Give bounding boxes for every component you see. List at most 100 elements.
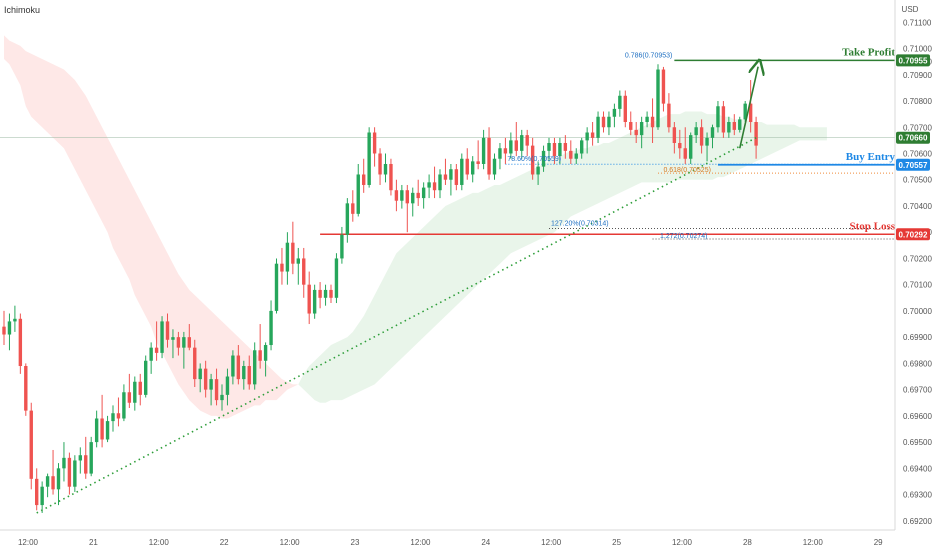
candle: [198, 363, 202, 393]
candle-body: [503, 148, 508, 154]
candle: [552, 137, 557, 164]
candle-body: [438, 174, 442, 191]
candle: [318, 282, 322, 309]
candle: [612, 103, 617, 128]
candle-body: [302, 258, 306, 285]
x-tick-label: 29: [874, 538, 883, 547]
candle: [40, 481, 44, 513]
candle: [307, 271, 311, 325]
candle: [127, 373, 132, 408]
candle: [629, 111, 633, 136]
candle-body: [509, 140, 513, 154]
candle-body: [383, 163, 388, 175]
take-profit-tag-text: 0.70955: [899, 56, 928, 65]
y-tick-label: 0.69500: [903, 438, 932, 447]
candle-body: [329, 289, 333, 298]
candle-body: [465, 158, 469, 175]
candle-body: [552, 142, 557, 157]
take-profit-tag: 0.70955: [896, 54, 930, 67]
candle: [672, 122, 677, 154]
candle-body: [596, 116, 600, 138]
candle: [460, 153, 464, 191]
x-tick-label: 12:00: [541, 538, 562, 547]
candle-body: [56, 468, 61, 490]
candle-body: [171, 337, 175, 340]
candle: [285, 232, 290, 285]
candle-body: [716, 106, 720, 128]
candle-body: [40, 486, 44, 506]
candle: [165, 313, 170, 348]
current-price-tag: 0.70660: [896, 131, 930, 144]
fib-786b-label: 78.60%(0.70559): [507, 156, 561, 163]
candle-body: [242, 366, 246, 380]
candle-body: [601, 116, 606, 128]
candle: [323, 284, 328, 306]
y-tick-label: 0.69700: [903, 386, 932, 395]
candle: [661, 66, 666, 112]
candle-body: [214, 379, 219, 401]
candle-body: [323, 289, 328, 298]
candle-body: [530, 145, 535, 175]
candle-body: [569, 150, 573, 159]
candle-body: [689, 135, 693, 159]
candle-body: [618, 95, 622, 109]
candle-body: [231, 355, 235, 377]
candle: [421, 182, 426, 209]
candle: [449, 163, 453, 196]
candle: [639, 116, 644, 149]
candle-body: [432, 182, 437, 191]
candle: [24, 363, 28, 416]
candle: [471, 156, 475, 183]
candle: [362, 158, 366, 193]
candle-body: [84, 455, 88, 474]
candle: [427, 174, 431, 199]
candle: [149, 342, 153, 374]
candle: [400, 184, 404, 209]
overlay: Take Profit Buy Entry Stop Loss 0.786(0.709…: [36, 46, 896, 514]
candle-body: [258, 350, 262, 361]
candle: [683, 127, 687, 164]
candle: [367, 127, 371, 188]
candle-body: [291, 242, 295, 264]
candle-body: [116, 413, 121, 419]
candle: [133, 376, 137, 411]
candle: [389, 158, 393, 196]
candle-body: [198, 368, 202, 380]
candle-body: [427, 182, 431, 188]
x-tick-label: 12:00: [803, 538, 824, 547]
candle-body: [378, 153, 382, 175]
horizontal-lines: [0, 59, 895, 240]
candle: [247, 355, 251, 390]
x-tick-label: 22: [220, 538, 229, 547]
candle: [465, 148, 469, 180]
candle-body: [35, 478, 39, 506]
candle-body: [247, 366, 251, 385]
fib-786-label: 0.786(0.70953): [625, 52, 672, 59]
candle: [171, 329, 175, 359]
candle: [596, 111, 600, 143]
candle: [547, 137, 551, 162]
candle: [340, 226, 344, 264]
candle: [383, 153, 388, 183]
y-tick-label: 0.69800: [903, 359, 932, 368]
candle: [394, 179, 399, 212]
candle: [116, 397, 121, 427]
candle: [590, 122, 595, 146]
candle: [634, 122, 638, 143]
candle-body: [94, 418, 99, 443]
candle-body: [487, 137, 491, 175]
candle-body: [525, 135, 529, 146]
y-tick-label: 0.70900: [903, 71, 932, 80]
candle: [214, 368, 219, 406]
candle-body: [362, 174, 366, 185]
candle-body: [149, 347, 153, 361]
candle: [7, 313, 12, 351]
candle-body: [629, 122, 633, 130]
candle: [312, 284, 317, 319]
candle-body: [612, 108, 617, 117]
candle: [176, 331, 181, 356]
candle-body: [541, 150, 546, 167]
candle: [160, 316, 164, 359]
candle-body: [203, 368, 208, 390]
